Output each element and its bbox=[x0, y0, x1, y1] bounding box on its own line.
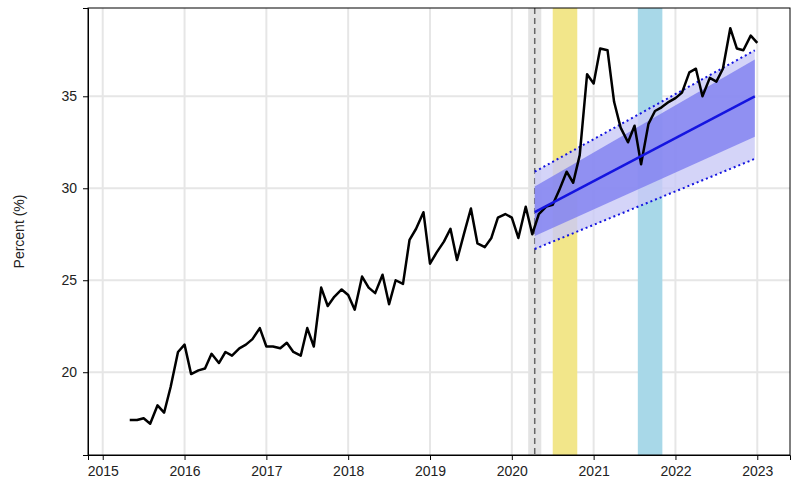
x-axis-line bbox=[89, 456, 791, 461]
y-tick-label: 25 bbox=[61, 272, 77, 288]
x-tick: 2015 bbox=[88, 455, 119, 479]
grid-line-x bbox=[265, 8, 267, 455]
grid-line-x bbox=[347, 8, 349, 455]
series-line bbox=[535, 96, 755, 212]
plot-area bbox=[130, 8, 758, 455]
y-tick: 25 bbox=[61, 272, 88, 288]
x-tick-mark bbox=[185, 455, 186, 460]
grid-line-x bbox=[674, 8, 676, 455]
y-tick-label: 20 bbox=[61, 364, 77, 380]
x-tick-label: 2016 bbox=[169, 463, 200, 479]
grid-line-x bbox=[756, 8, 758, 455]
x-tick-label: 2015 bbox=[88, 463, 119, 479]
y-tick-mark bbox=[83, 96, 88, 97]
x-tick: 2019 bbox=[415, 455, 446, 479]
y-axis-title: Percent (%) bbox=[11, 195, 27, 269]
x-tick-mark bbox=[512, 455, 513, 460]
x-axis: 2015 2016 2017 2018 2019 2020 2021 2022 2023 bbox=[88, 455, 791, 479]
grid-line-x bbox=[511, 8, 513, 455]
y-tick-label: 30 bbox=[61, 180, 77, 196]
y-tick-label: 35 bbox=[61, 88, 77, 104]
grid-line-x bbox=[102, 8, 104, 455]
x-tick-mark bbox=[757, 455, 758, 460]
x-tick-label: 2022 bbox=[660, 463, 691, 479]
grid-line-y bbox=[88, 279, 790, 281]
x-tick-mark bbox=[594, 455, 595, 460]
x-tick-label: 2021 bbox=[579, 463, 610, 479]
y-axis-line bbox=[83, 9, 89, 456]
x-tick-mark bbox=[675, 455, 676, 460]
series-line bbox=[130, 28, 758, 423]
y-tick: 35 bbox=[61, 88, 88, 104]
x-tick-label: 2017 bbox=[251, 463, 282, 479]
y-tick-mark bbox=[83, 188, 88, 189]
x-tick: 2016 bbox=[169, 455, 200, 479]
x-tick-label: 2023 bbox=[742, 463, 773, 479]
y-tick: 30 bbox=[61, 180, 88, 196]
x-tick: 2022 bbox=[660, 455, 691, 479]
x-tick-mark bbox=[103, 455, 104, 460]
x-tick: 2017 bbox=[251, 455, 282, 479]
y-tick-mark bbox=[83, 280, 88, 281]
x-tick-mark bbox=[266, 455, 267, 460]
y-tick: 20 bbox=[61, 364, 88, 380]
grid-line-x bbox=[429, 8, 431, 455]
x-tick-label: 2018 bbox=[333, 463, 364, 479]
chart: 2015 2016 2017 2018 2019 2020 2021 2022 2023 20 25… bbox=[0, 0, 800, 492]
x-tick: 2021 bbox=[579, 455, 610, 479]
grid bbox=[88, 8, 790, 455]
x-tick: 2018 bbox=[333, 455, 364, 479]
y-axis: 20 25 30 35 bbox=[61, 9, 88, 456]
x-tick-mark bbox=[430, 455, 431, 460]
x-tick-label: 2020 bbox=[497, 463, 528, 479]
shaded-region bbox=[638, 8, 663, 455]
y-tick-mark bbox=[83, 372, 88, 373]
x-tick: 2020 bbox=[497, 455, 528, 479]
x-tick: 2023 bbox=[742, 455, 773, 479]
plot-frame bbox=[88, 8, 790, 455]
grid-line-x bbox=[184, 8, 186, 455]
x-tick-label: 2019 bbox=[415, 463, 446, 479]
x-tick-mark bbox=[348, 455, 349, 460]
